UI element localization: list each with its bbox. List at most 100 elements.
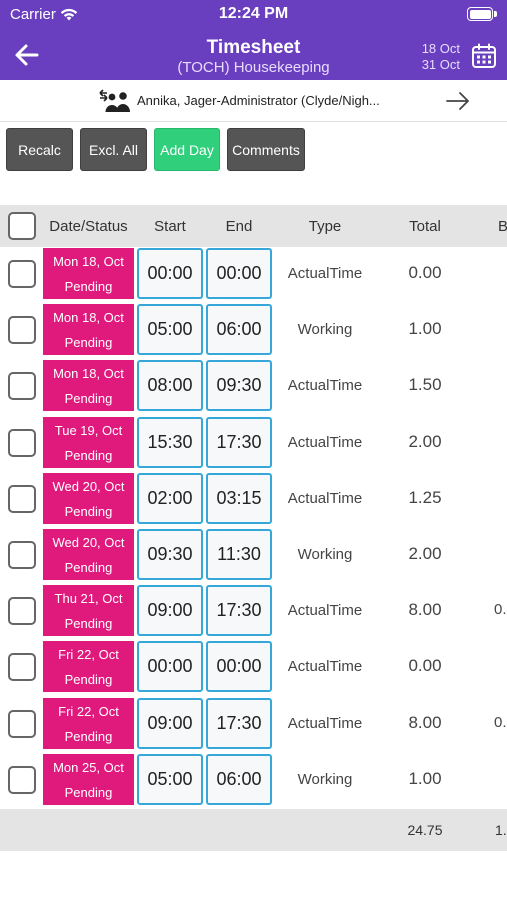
row-status: Pending	[64, 391, 113, 407]
start-time-field[interactable]: 09:30	[137, 529, 203, 580]
date-status-cell[interactable]: Wed 20, Oct Pending	[43, 472, 134, 524]
date-to: 31 Oct	[421, 57, 460, 72]
footer-total: 24.75	[407, 822, 443, 838]
end-time-field[interactable]: 03:15	[206, 472, 272, 524]
row-date: Mon 18, Oct	[53, 366, 124, 382]
date-status-cell[interactable]: Mon 18, Oct Pending	[43, 304, 134, 356]
row-total: 8.00	[408, 712, 442, 732]
start-time-field[interactable]: 08:00	[137, 360, 203, 412]
calendar-icon	[472, 43, 496, 68]
start-time-field[interactable]: 02:00	[137, 472, 203, 524]
row-date: Thu 21, Oct	[54, 591, 123, 607]
row-date: Wed 20, Oct	[52, 535, 125, 550]
start-time-field[interactable]: 00:00	[137, 248, 203, 299]
row-total: 2.00	[408, 431, 442, 451]
row-type: Working	[297, 770, 353, 788]
page-title: Timesheet	[206, 37, 301, 58]
end-time-field[interactable]: 06:00	[206, 304, 272, 356]
start-time-field[interactable]: 15:30	[137, 416, 203, 468]
end-time-field[interactable]: 17:30	[206, 585, 272, 637]
date-range[interactable]: 18 Oct 31 Oct	[422, 41, 460, 73]
row-total: 0.00	[408, 263, 442, 282]
start-time-field[interactable]: 05:00	[137, 753, 203, 805]
carrier-label: Carrier	[10, 6, 56, 23]
date-status-cell[interactable]: Thu 21, Oct Pending	[43, 585, 134, 637]
table-footer: 24.75 1.	[0, 809, 507, 851]
battery-icon	[467, 7, 497, 21]
end-time-field[interactable]: 06:00	[206, 753, 272, 805]
date-status-cell[interactable]: Fri 22, Oct Pending	[43, 697, 134, 749]
row-type: ActualTime	[287, 714, 363, 732]
date-status-cell[interactable]: Mon 18, Oct Pending	[43, 360, 134, 412]
row-checkbox[interactable]	[8, 260, 36, 288]
date-status-cell[interactable]: Mon 25, Oct Pending	[43, 753, 134, 805]
row-type: Working	[297, 321, 353, 339]
table-row: Mon 18, Oct Pending 00:00 00:00 ActualTime 0.…	[0, 247, 507, 303]
row-status: Pending	[64, 616, 113, 632]
row-checkbox[interactable]	[8, 653, 36, 682]
row-status: Pending	[64, 728, 113, 744]
select-all-checkbox[interactable]	[8, 212, 36, 240]
row-checkbox[interactable]	[8, 428, 36, 457]
status-bar: Carrier 12:24 PM	[0, 0, 507, 28]
column-date-status: Date/Status	[49, 218, 128, 235]
column-extra: B	[498, 218, 507, 235]
date-status-cell[interactable]: Wed 20, Oct Pending	[43, 529, 134, 580]
column-type: Type	[308, 218, 342, 235]
recalc-button[interactable]: Recalc	[6, 128, 73, 171]
date-status-cell[interactable]: Fri 22, Oct Pending	[43, 641, 134, 693]
row-checkbox[interactable]	[8, 484, 36, 513]
end-time-field[interactable]: 00:00	[206, 641, 272, 693]
row-status: Pending	[64, 560, 113, 575]
date-status-cell[interactable]: Mon 18, Oct Pending	[43, 248, 134, 299]
table-row: Wed 20, Oct Pending 09:30 11:30 Working 2.00	[0, 528, 507, 584]
table-row: Mon 18, Oct Pending 05:00 06:00 Working 1.00	[0, 303, 507, 359]
back-button[interactable]	[12, 40, 42, 70]
table-row: Mon 18, Oct Pending 08:00 09:30 ActualTime 1.…	[0, 359, 507, 415]
row-checkbox[interactable]	[8, 541, 36, 569]
table-header: Date/Status Start End Type Total B	[0, 205, 507, 247]
start-time-field[interactable]: 05:00	[137, 304, 203, 356]
row-checkbox[interactable]	[8, 597, 36, 626]
calendar-button[interactable]	[471, 43, 497, 69]
row-extra: 0.	[494, 601, 507, 619]
end-time-field[interactable]: 00:00	[206, 248, 272, 299]
status-time: 12:24 PM	[218, 5, 289, 22]
add-day-button[interactable]: Add Day	[154, 128, 220, 171]
row-total: 0.00	[408, 656, 442, 676]
row-type: ActualTime	[287, 433, 363, 451]
start-time-field[interactable]: 00:00	[137, 641, 203, 693]
employee-selector[interactable]: Annika, Jager-Administrator (Clyde/Nigh.…	[0, 80, 507, 122]
row-type: ActualTime	[287, 265, 363, 282]
next-employee-button[interactable]	[445, 90, 471, 112]
people-swap-icon	[98, 89, 130, 113]
exclude-all-button[interactable]: Excl. All	[80, 128, 147, 171]
action-toolbar: Recalc Excl. All Add Day Comments	[6, 128, 305, 171]
date-status-cell[interactable]: Tue 19, Oct Pending	[43, 416, 134, 468]
row-type: Working	[297, 546, 353, 563]
row-extra: 0.	[494, 713, 507, 731]
row-status: Pending	[64, 784, 113, 800]
start-time-field[interactable]: 09:00	[137, 585, 203, 637]
row-checkbox[interactable]	[8, 765, 36, 794]
comments-button[interactable]: Comments	[227, 128, 305, 171]
row-checkbox[interactable]	[8, 316, 36, 345]
end-time-field[interactable]: 09:30	[206, 360, 272, 412]
table-row: Mon 25, Oct Pending 05:00 06:00 Working 1.00	[0, 753, 507, 809]
arrow-left-icon	[15, 44, 39, 66]
row-checkbox[interactable]	[8, 709, 36, 738]
table-row: Wed 20, Oct Pending 02:00 03:15 ActualTime 1.…	[0, 472, 507, 528]
row-total: 1.25	[408, 487, 442, 507]
row-type: ActualTime	[287, 658, 363, 676]
end-time-field[interactable]: 17:30	[206, 697, 272, 749]
row-date: Mon 18, Oct	[53, 310, 124, 326]
end-time-field[interactable]: 11:30	[206, 529, 272, 580]
end-time-field[interactable]: 17:30	[206, 416, 272, 468]
row-status: Pending	[64, 279, 113, 294]
row-total: 2.00	[408, 544, 442, 563]
row-checkbox[interactable]	[8, 372, 36, 401]
row-total: 8.00	[408, 600, 442, 620]
start-time-field[interactable]: 09:00	[137, 697, 203, 749]
row-date: Fri 22, Oct	[58, 703, 119, 719]
column-total: Total	[409, 218, 441, 235]
